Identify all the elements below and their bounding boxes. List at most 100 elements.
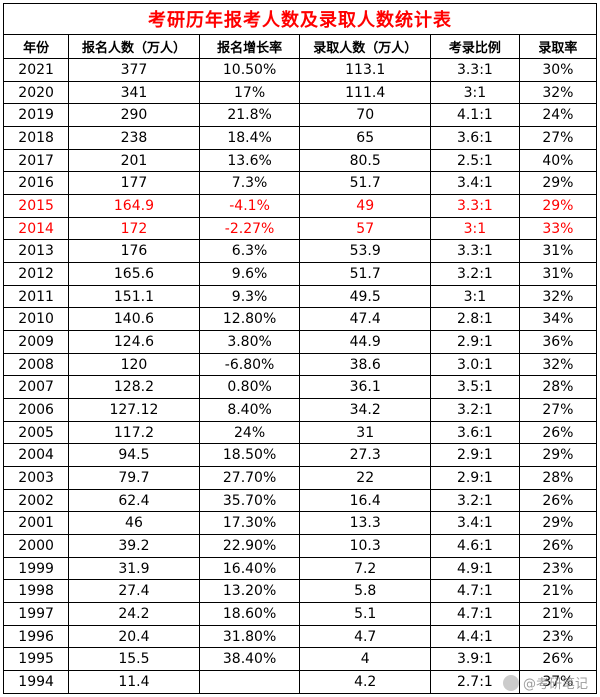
table-cell: 10.3	[299, 534, 431, 558]
stats-table: 考研历年报考人数及录取人数统计表 年份 报名人数（万人） 报名增长率 录取人数（万人）…	[2, 3, 598, 694]
table-cell: 31%	[518, 262, 598, 286]
header-row: 年份 报名人数（万人） 报名增长率 录取人数（万人） 考录比例 录取率	[2, 34, 598, 59]
table-row: 2008 120 -6.80% 38.6 3.0:1 32%	[2, 352, 598, 377]
table-cell: 2002	[2, 488, 70, 513]
table-cell: 27.70%	[198, 466, 301, 490]
table-cell: 24%	[198, 420, 301, 445]
table-row: 2012 165.6 9.6% 51.7 3.2:1 31%	[2, 262, 598, 286]
table-cell: 39.2	[68, 534, 200, 558]
table-cell: 2.8:1	[429, 307, 520, 332]
table-cell: 127.12	[68, 398, 200, 422]
table-cell: 2014	[2, 216, 70, 241]
table-cell: 3.4:1	[429, 171, 520, 196]
table-cell: 0.80%	[198, 375, 301, 400]
table-cell: 2010	[2, 307, 70, 332]
table-cell: 2018	[2, 126, 70, 150]
table-cell: 26%	[518, 420, 598, 445]
table-row: 1998 27.4 13.20% 5.8 4.7:1 21%	[2, 579, 598, 604]
table-cell: 2000	[2, 534, 70, 558]
table-row: 2011 151.1 9.3% 49.5 3:1 32%	[2, 284, 598, 309]
table-cell: 2017	[2, 148, 70, 173]
table-cell: 2007	[2, 375, 70, 400]
table-cell: 172	[68, 216, 200, 241]
table-row: 2007 128.2 0.80% 36.1 3.5:1 28%	[2, 375, 598, 400]
table-cell: 29%	[518, 171, 598, 196]
title-row: 考研历年报考人数及录取人数统计表	[3, 3, 597, 35]
table-cell: 3:1	[429, 284, 520, 309]
table-cell: 2.5:1	[429, 148, 520, 173]
table-row: 2021 377 10.50% 113.1 3.3:1 30%	[2, 58, 598, 82]
table-cell: 176	[68, 239, 200, 264]
table-cell: 26%	[518, 534, 598, 558]
table-cell: 151.1	[68, 284, 200, 309]
table-cell: 17.30%	[198, 511, 301, 536]
table-cell: 3.4:1	[429, 511, 520, 536]
table-cell: 2021	[2, 58, 70, 82]
table-cell: 24%	[518, 103, 598, 128]
table-cell: 57	[299, 216, 431, 241]
table-cell: 26%	[518, 488, 598, 513]
table-cell: 111.4	[299, 80, 431, 105]
table-cell: 40%	[518, 148, 598, 173]
table-row: 1997 24.2 18.60% 5.1 4.7:1 21%	[2, 602, 598, 626]
table-cell: 4.7:1	[429, 602, 520, 626]
table-row: 1999 31.9 16.40% 7.2 4.9:1 23%	[2, 556, 598, 581]
table-cell: 27.3	[299, 443, 431, 468]
table-cell: 2.7:1	[429, 670, 520, 694]
table-cell: 2011	[2, 284, 70, 309]
table-cell: 32%	[518, 284, 598, 309]
table-cell: 4.1:1	[429, 103, 520, 128]
table-row: 2014 172 -2.27% 57 3:1 33%	[2, 216, 598, 241]
table-cell: 22.90%	[198, 534, 301, 558]
table-cell: 2020	[2, 80, 70, 105]
table-cell: 49	[299, 194, 431, 218]
table-cell: 2009	[2, 330, 70, 354]
table-cell: 113.1	[299, 58, 431, 82]
table-cell: 1997	[2, 602, 70, 626]
table-row: 2009 124.6 3.80% 44.9 2.9:1 36%	[2, 330, 598, 354]
table-cell: 13.20%	[198, 579, 301, 604]
table-cell: 1994	[2, 670, 70, 694]
table-cell: 10.50%	[198, 58, 301, 82]
table-cell: 3.5:1	[429, 375, 520, 400]
table-row: 2017 201 13.6% 80.5 2.5:1 40%	[2, 148, 598, 173]
table-row: 2002 62.4 35.70% 16.4 3.2:1 26%	[2, 488, 598, 513]
table-cell: 2001	[2, 511, 70, 536]
table-row: 2005 117.2 24% 31 3.6:1 26%	[2, 420, 598, 445]
table-cell: 28%	[518, 375, 598, 400]
table-cell	[198, 670, 301, 694]
table-cell: 47.4	[299, 307, 431, 332]
table-cell: 4	[299, 647, 431, 672]
table-cell: 4.7	[299, 624, 431, 649]
table-cell: 32%	[518, 80, 598, 105]
table-cell: 51.7	[299, 262, 431, 286]
table-row: 1996 20.4 31.80% 4.7 4.4:1 23%	[2, 624, 598, 649]
table-cell: 3.2:1	[429, 488, 520, 513]
table-cell: 120	[68, 352, 200, 377]
table-cell: 7.2	[299, 556, 431, 581]
table-cell: 9.6%	[198, 262, 301, 286]
table-cell: 27%	[518, 126, 598, 150]
table-cell: 18.60%	[198, 602, 301, 626]
table-cell: 11.4	[68, 670, 200, 694]
table-cell: -4.1%	[198, 194, 301, 218]
column-header: 考录比例	[429, 34, 520, 59]
table-cell: 290	[68, 103, 200, 128]
table-cell: 27%	[518, 398, 598, 422]
table-cell: 31.9	[68, 556, 200, 581]
table-row: 2004 94.5 18.50% 27.3 2.9:1 29%	[2, 443, 598, 468]
table-cell: 6.3%	[198, 239, 301, 264]
table-row: 2015 164.9 -4.1% 49 3.3:1 29%	[2, 194, 598, 218]
table-cell: 28%	[518, 466, 598, 490]
table-cell: 27.4	[68, 579, 200, 604]
table-cell: 3.3:1	[429, 239, 520, 264]
page-title: 考研历年报考人数及录取人数统计表	[3, 3, 597, 35]
table-cell: 21%	[518, 579, 598, 604]
table-cell: 34.2	[299, 398, 431, 422]
table-cell: 12.80%	[198, 307, 301, 332]
table-row: 2019 290 21.8% 70 4.1:1 24%	[2, 103, 598, 128]
table-cell: 2016	[2, 171, 70, 196]
table-cell: 15.5	[68, 647, 200, 672]
table-cell: 70	[299, 103, 431, 128]
table-cell: 44.9	[299, 330, 431, 354]
